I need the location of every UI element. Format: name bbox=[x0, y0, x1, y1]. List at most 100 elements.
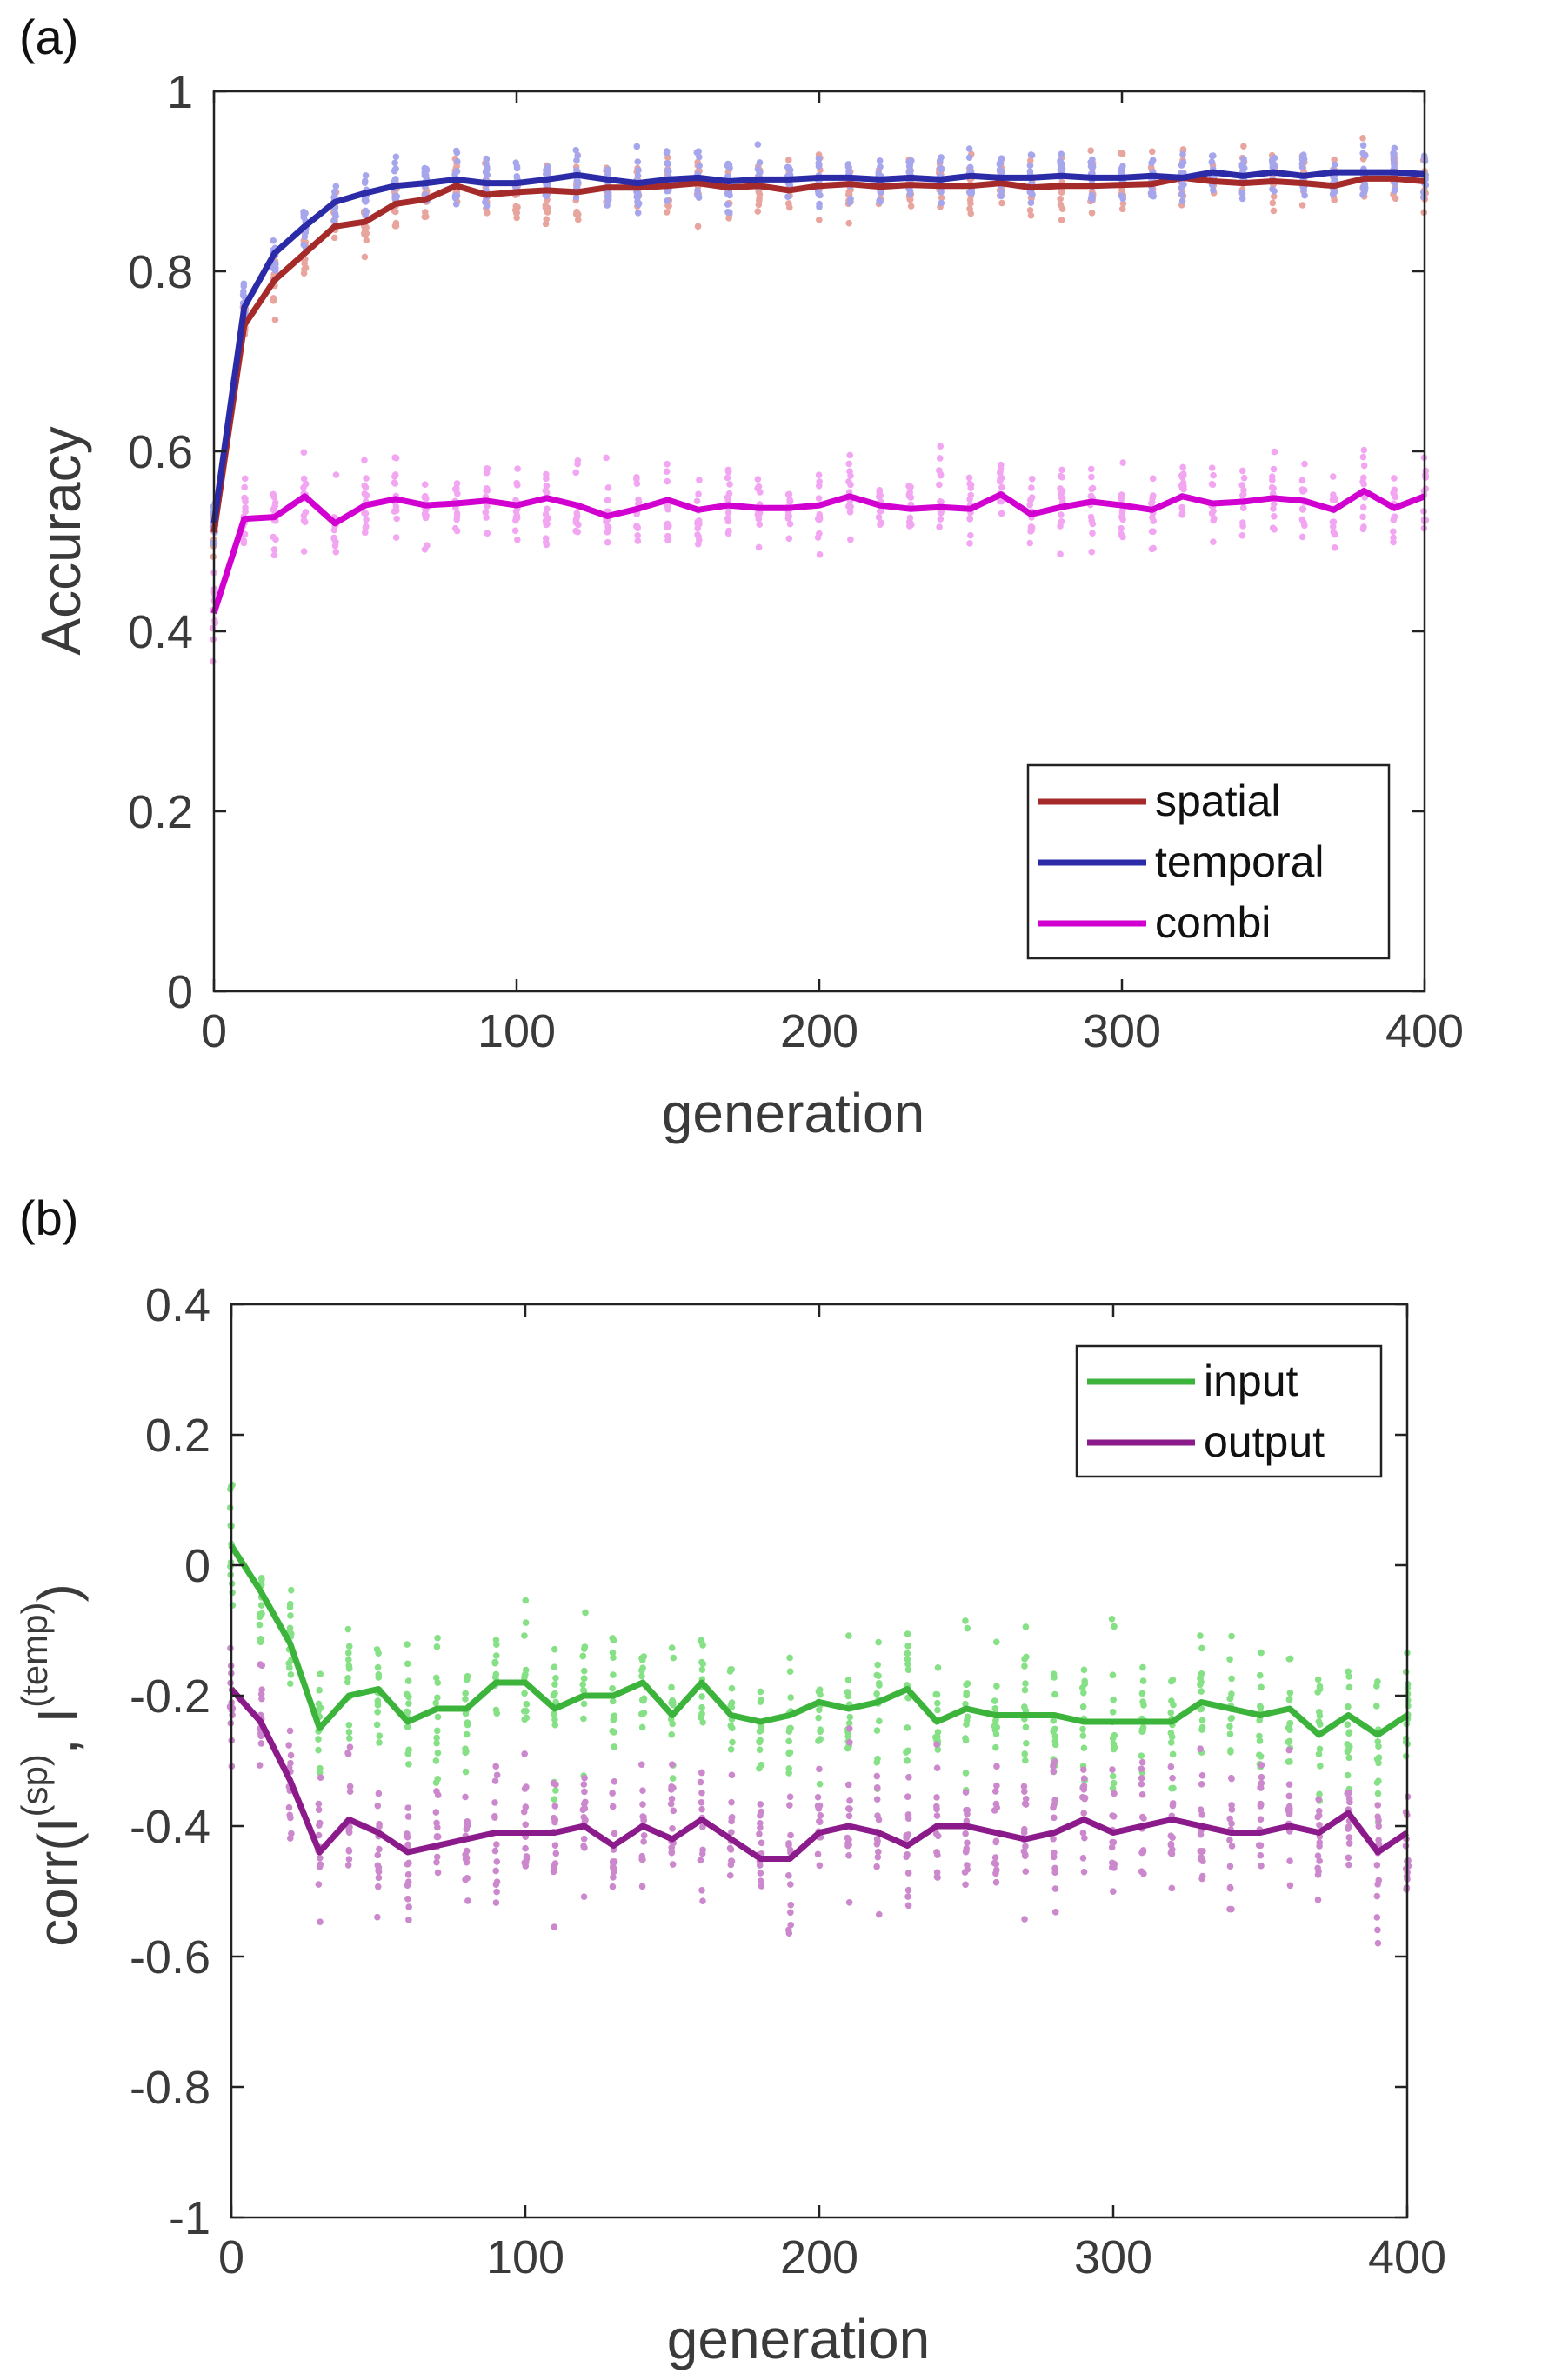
output-sample-dot bbox=[962, 1789, 970, 1796]
input-sample-dot bbox=[1198, 1688, 1205, 1695]
input-sample-dot bbox=[1139, 1677, 1147, 1684]
input-sample-dot bbox=[934, 1729, 942, 1736]
spatial-sample-dot bbox=[1359, 134, 1366, 142]
temporal-sample-dot bbox=[965, 154, 973, 161]
input-sample-dot bbox=[904, 1643, 911, 1650]
temporal-sample-dot bbox=[664, 197, 671, 204]
combi-sample-dot bbox=[1359, 453, 1367, 461]
input-sample-dot bbox=[758, 1761, 765, 1769]
output-sample-dot bbox=[816, 1765, 823, 1773]
input-sample-dot bbox=[1345, 1683, 1353, 1691]
combi-sample-dot bbox=[967, 491, 975, 499]
output-sample-dot bbox=[551, 1818, 558, 1826]
spatial-sample-dot bbox=[1026, 206, 1034, 214]
spatial-sample-dot bbox=[845, 219, 852, 227]
output-sample-dot bbox=[1345, 1840, 1353, 1847]
input-sample-dot bbox=[1256, 1717, 1263, 1724]
input-sample-dot bbox=[1198, 1644, 1205, 1652]
output-sample-dot bbox=[1167, 1763, 1175, 1770]
combi-sample-dot bbox=[241, 483, 248, 491]
spatial-sample-dot bbox=[363, 230, 370, 237]
spatial-sample-dot bbox=[513, 210, 521, 217]
input-sample-dot bbox=[1373, 1756, 1381, 1763]
output-sample-dot bbox=[374, 1913, 381, 1921]
combi-sample-dot bbox=[1332, 530, 1338, 538]
temporal-sample-dot bbox=[483, 155, 491, 163]
y-tick-label: -1 bbox=[169, 2192, 210, 2244]
temporal-sample-dot bbox=[1179, 159, 1187, 166]
output-sample-dot bbox=[1168, 1884, 1176, 1892]
input-sample-dot bbox=[668, 1683, 675, 1691]
input-sample-dot bbox=[1023, 1739, 1030, 1747]
y-tick-label: 0.2 bbox=[145, 1410, 210, 1462]
temporal-sample-dot bbox=[1299, 151, 1307, 158]
output-sample-dot bbox=[1140, 1870, 1147, 1877]
input-sample-dot bbox=[1139, 1663, 1146, 1671]
input-sample-dot bbox=[491, 1674, 499, 1681]
input-sample-dot bbox=[316, 1686, 323, 1694]
temporal-sample-dot bbox=[361, 179, 369, 186]
input-sample-dot bbox=[288, 1630, 295, 1637]
input-sample-dot bbox=[376, 1732, 384, 1739]
x-tick-label: 100 bbox=[477, 1005, 556, 1057]
temporal-sample-dot bbox=[331, 188, 338, 196]
output-sample-dot bbox=[404, 1882, 411, 1889]
temporal-sample-dot bbox=[1119, 195, 1127, 203]
input-sample-dot bbox=[639, 1697, 646, 1703]
input-sample-dot bbox=[1316, 1790, 1323, 1798]
output-sample-dot bbox=[873, 1796, 881, 1803]
input-sample-dot bbox=[315, 1736, 322, 1743]
spatial-sample-dot bbox=[663, 209, 671, 216]
input-sample-dot bbox=[373, 1646, 381, 1653]
input-sample-dot bbox=[1316, 1709, 1323, 1716]
temporal-sample-dot bbox=[604, 202, 611, 209]
combi-sample-dot bbox=[1028, 475, 1036, 483]
combi-sample-dot bbox=[361, 529, 369, 537]
temporal-sample-dot bbox=[240, 283, 248, 290]
combi-sample-dot bbox=[724, 466, 732, 474]
temporal-sample-dot bbox=[452, 201, 460, 208]
input-sample-dot bbox=[1256, 1671, 1264, 1679]
output-sample-dot bbox=[932, 1830, 940, 1837]
output-sample-dot bbox=[964, 1810, 971, 1817]
combi-sample-dot bbox=[300, 483, 307, 491]
combi-sample-dot bbox=[484, 465, 491, 472]
combi-sample-dot bbox=[1058, 487, 1066, 495]
spatial-sample-dot bbox=[330, 234, 338, 242]
output-sample-dot bbox=[933, 1764, 941, 1771]
temporal-sample-dot bbox=[452, 147, 460, 155]
input-sample-dot bbox=[874, 1661, 882, 1669]
input-sample-dot bbox=[462, 1768, 470, 1776]
output-sample-dot bbox=[1081, 1794, 1089, 1802]
temporal-sample-dot bbox=[1419, 189, 1427, 197]
output-sample-dot bbox=[756, 1830, 763, 1837]
combi-sample-dot bbox=[1118, 496, 1125, 503]
combi-sample-dot bbox=[724, 509, 732, 517]
output-sample-dot bbox=[1374, 1939, 1382, 1947]
spatial-sample-dot bbox=[542, 204, 550, 211]
input-sample-dot bbox=[1169, 1750, 1177, 1758]
combi-sample-dot bbox=[1329, 473, 1337, 480]
combi-sample-dot bbox=[1329, 496, 1337, 503]
output-sample-dot bbox=[697, 1778, 704, 1786]
output-sample-dot bbox=[727, 1861, 735, 1869]
combi-sample-dot bbox=[240, 537, 247, 544]
ylabel-part-main: corr(I bbox=[26, 1817, 89, 1947]
y-tick-label: -0.6 bbox=[130, 1931, 210, 1983]
input-sample-dot bbox=[785, 1737, 792, 1745]
output-sample-dot bbox=[933, 1812, 941, 1819]
temporal-sample-dot bbox=[392, 176, 399, 183]
input-sample-dot bbox=[1286, 1726, 1293, 1733]
input-sample-dot bbox=[522, 1619, 530, 1626]
output-sample-dot bbox=[1344, 1790, 1352, 1797]
output-sample-dot bbox=[1375, 1823, 1383, 1830]
input-sample-dot bbox=[1197, 1632, 1204, 1639]
input-sample-dot bbox=[373, 1721, 381, 1729]
input-sample-dot bbox=[991, 1697, 998, 1704]
output-sample-dot bbox=[1286, 1857, 1293, 1864]
input-sample-dot bbox=[992, 1638, 1000, 1646]
input-sample-dot bbox=[464, 1672, 471, 1680]
combi-sample-dot bbox=[1301, 460, 1308, 468]
output-sample-dot bbox=[1316, 1857, 1323, 1864]
input-sample-dot bbox=[462, 1749, 469, 1757]
